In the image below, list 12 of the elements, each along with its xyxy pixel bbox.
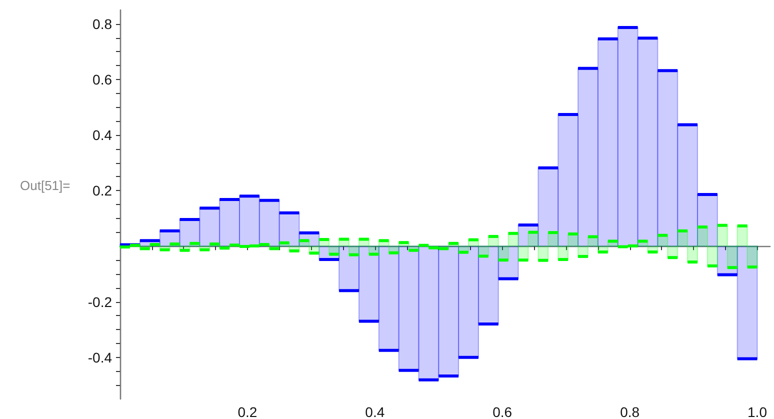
y-tick-label: 0.2 bbox=[92, 182, 112, 199]
x-tick-label: 0.2 bbox=[238, 404, 258, 419]
x-tick-label: 0.6 bbox=[492, 404, 512, 419]
x-tick-label: 0.4 bbox=[365, 404, 385, 419]
x-tick-label: 1.0 bbox=[748, 404, 768, 419]
y-tick-label: -0.2 bbox=[88, 294, 112, 310]
y-tick-label: -0.4 bbox=[88, 349, 112, 366]
y-tick-label: 0.8 bbox=[92, 16, 112, 32]
text: Out[51]= bbox=[20, 178, 70, 193]
y-tick-label: 0.4 bbox=[92, 127, 112, 144]
y-tick-label: 0.6 bbox=[92, 71, 112, 88]
x-tick-label: 0.8 bbox=[620, 404, 640, 419]
